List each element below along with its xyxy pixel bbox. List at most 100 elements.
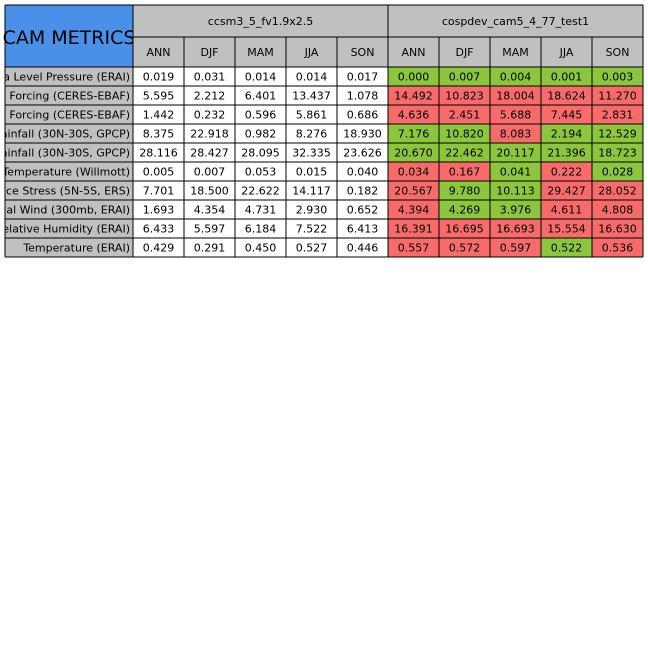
metric-value: 0.597 xyxy=(500,242,532,255)
metric-cell xyxy=(133,105,184,124)
metric-cell xyxy=(388,181,439,200)
metric-cell xyxy=(490,200,541,219)
metric-label: Cloud Forcing (CERES-EBAF) xyxy=(0,109,130,122)
metric-value: 16.695 xyxy=(445,223,484,236)
metric-cell xyxy=(490,162,541,181)
season-header: JJA xyxy=(304,46,319,59)
metric-cell xyxy=(235,105,286,124)
metric-cell xyxy=(286,124,337,143)
metric-value: 0.001 xyxy=(551,71,583,84)
metric-value: 0.007 xyxy=(194,166,226,179)
metric-cell xyxy=(337,143,388,162)
metric-value: 1.442 xyxy=(143,109,175,122)
metric-cell xyxy=(286,67,337,86)
metric-cell xyxy=(286,143,337,162)
metric-value: 20.567 xyxy=(394,185,433,198)
metric-value: 0.019 xyxy=(143,71,175,84)
metric-cell xyxy=(133,143,184,162)
metric-value: 7.701 xyxy=(143,185,175,198)
metric-value: 0.652 xyxy=(347,204,379,217)
metric-cell xyxy=(133,238,184,257)
metric-cell xyxy=(337,219,388,238)
metric-value: 0.167 xyxy=(449,166,481,179)
metric-cell xyxy=(337,162,388,181)
metric-cell xyxy=(286,105,337,124)
metric-value: 28.427 xyxy=(190,147,229,160)
metric-value: 20.117 xyxy=(496,147,535,160)
metric-cell xyxy=(388,143,439,162)
metric-cell xyxy=(235,67,286,86)
metric-value: 23.626 xyxy=(343,147,382,160)
metric-value: 14.117 xyxy=(292,185,331,198)
metric-cell xyxy=(133,67,184,86)
metric-value: 5.688 xyxy=(500,109,532,122)
metric-value: 0.557 xyxy=(398,242,430,255)
metric-value: 0.450 xyxy=(245,242,277,255)
metric-cell xyxy=(286,86,337,105)
metric-value: 7.176 xyxy=(398,128,430,141)
metric-cell xyxy=(133,86,184,105)
metric-cell xyxy=(592,181,643,200)
metric-cell xyxy=(439,219,490,238)
metric-value: 8.083 xyxy=(500,128,532,141)
metric-value: 8.276 xyxy=(296,128,328,141)
metric-value: 0.003 xyxy=(602,71,634,84)
metric-value: 0.572 xyxy=(449,242,481,255)
metric-value: 21.396 xyxy=(547,147,586,160)
metric-label: Ocean Surface Stress (5N-5S, ERS) xyxy=(0,185,130,198)
metric-value: 0.031 xyxy=(194,71,226,84)
metric-cell xyxy=(592,200,643,219)
metric-cell xyxy=(490,181,541,200)
metric-cell xyxy=(184,86,235,105)
metric-value: 16.630 xyxy=(598,223,637,236)
metric-value: 0.014 xyxy=(296,71,328,84)
metric-value: 0.536 xyxy=(602,242,634,255)
metric-cell xyxy=(541,219,592,238)
metric-cell xyxy=(541,238,592,257)
metric-value: 18.624 xyxy=(547,90,586,103)
metric-cell xyxy=(286,238,337,257)
title-cell xyxy=(5,5,133,67)
metric-value: 0.527 xyxy=(296,242,328,255)
metric-value: 5.597 xyxy=(194,223,226,236)
metric-value: 7.522 xyxy=(296,223,328,236)
metric-cell xyxy=(490,219,541,238)
metric-value: 0.686 xyxy=(347,109,379,122)
metric-cell xyxy=(388,86,439,105)
metric-label: Temperature (ERAI) xyxy=(22,242,130,255)
metric-cell xyxy=(541,86,592,105)
metric-cell xyxy=(439,181,490,200)
metric-cell xyxy=(490,105,541,124)
metric-value: 4.808 xyxy=(602,204,634,217)
metric-cell xyxy=(541,181,592,200)
metric-cell xyxy=(439,162,490,181)
metric-cell xyxy=(592,86,643,105)
metric-cell xyxy=(235,200,286,219)
metric-cell xyxy=(388,219,439,238)
metric-cell xyxy=(388,124,439,143)
metric-value: 18.500 xyxy=(190,185,229,198)
table-title: CAM METRICS xyxy=(3,27,136,49)
metric-cell xyxy=(184,143,235,162)
metric-value: 0.446 xyxy=(347,242,379,255)
metric-cell xyxy=(133,219,184,238)
metric-value: 28.116 xyxy=(139,147,178,160)
metric-value: 15.554 xyxy=(547,223,586,236)
metric-cell xyxy=(337,200,388,219)
metric-cell xyxy=(439,124,490,143)
metric-cell xyxy=(184,124,235,143)
metric-cell xyxy=(184,219,235,238)
metric-value: 8.375 xyxy=(143,128,175,141)
metric-label: Sea Level Pressure (ERAI) xyxy=(0,71,130,84)
metric-value: 11.270 xyxy=(598,90,637,103)
metric-cell xyxy=(541,105,592,124)
season-header: ANN xyxy=(147,46,171,59)
metric-value: 2.212 xyxy=(194,90,226,103)
metric-cell xyxy=(235,219,286,238)
metric-cell xyxy=(439,143,490,162)
metric-cell xyxy=(235,143,286,162)
metric-cell xyxy=(439,105,490,124)
metric-cell xyxy=(235,86,286,105)
metric-value: 4.354 xyxy=(194,204,226,217)
